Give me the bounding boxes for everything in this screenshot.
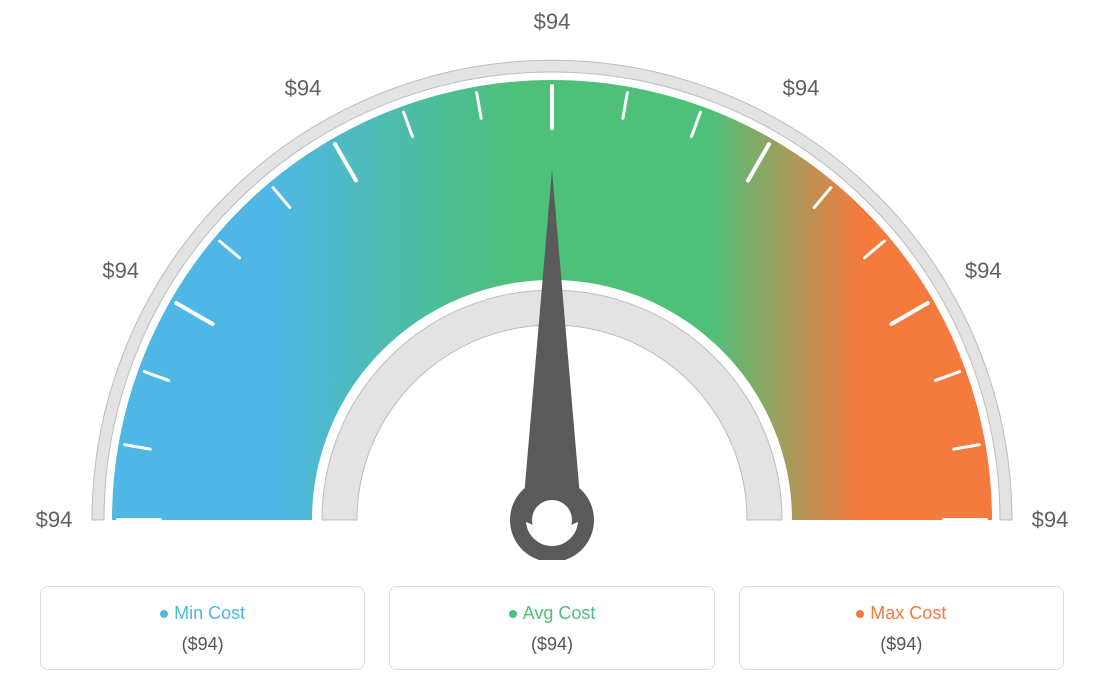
legend-max-card: Max Cost ($94) [739,586,1064,670]
legend-min-card: Min Cost ($94) [40,586,365,670]
cost-gauge-container: $94 $94 $94 $94 $94 $94 $94 Min Cost ($94) Avg… [0,0,1104,690]
legend-max-value: ($94) [748,634,1055,655]
svg-text:$94: $94 [285,76,322,101]
legend-avg-card: Avg Cost ($94) [389,586,714,670]
svg-text:$94: $94 [36,507,73,532]
legend-row: Min Cost ($94) Avg Cost ($94) Max Cost (… [40,586,1064,670]
svg-text:$94: $94 [965,258,1002,283]
legend-avg-value: ($94) [398,634,705,655]
legend-min-value: ($94) [49,634,356,655]
gauge-chart: $94 $94 $94 $94 $94 $94 $94 [0,0,1104,560]
svg-text:$94: $94 [102,258,139,283]
legend-min-title: Min Cost [160,603,245,624]
legend-max-title: Max Cost [856,603,946,624]
legend-min-label: Min Cost [174,603,245,624]
svg-text:$94: $94 [783,76,820,101]
legend-avg-title: Avg Cost [509,603,596,624]
dot-icon [160,610,168,618]
svg-text:$94: $94 [1032,507,1069,532]
dot-icon [856,610,864,618]
svg-text:$94: $94 [534,9,571,34]
dot-icon [509,610,517,618]
legend-avg-label: Avg Cost [523,603,596,624]
legend-max-label: Max Cost [870,603,946,624]
